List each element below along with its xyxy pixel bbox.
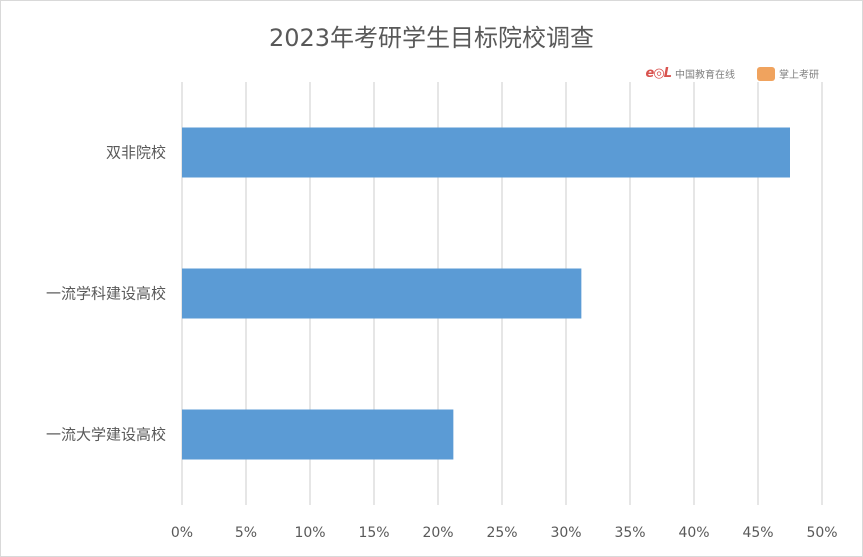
x-tick-label: 0% [171,525,193,541]
chart-title: 2023年考研学生目标院校调查 [268,24,595,52]
x-tick-label: 5% [235,525,257,541]
x-tick-label: 35% [614,525,645,541]
category-label: 一流大学建设高校 [46,426,166,444]
category-label: 一流学科建设高校 [46,285,166,303]
category-label: 双非院校 [106,144,166,162]
x-tick-label: 40% [678,525,709,541]
x-tick-label: 25% [486,525,517,541]
bar [182,409,454,460]
x-tick-label: 45% [742,525,773,541]
x-tick-label: 30% [550,525,581,541]
eol-logo-text: 中国教育在线 [675,70,735,81]
bar [182,268,582,319]
x-tick-label: 50% [806,525,837,541]
x-tick-label: 20% [422,525,453,541]
eol-logo-icon: e◎L [645,66,672,81]
x-tick-label: 15% [358,525,389,541]
bar [182,127,790,178]
x-tick-label: 10% [294,525,325,541]
zhangshang-logo: 掌上考研 [757,66,819,81]
eol-logo: e◎L 中国教育在线 [646,66,735,81]
watermark-logos: e◎L 中国教育在线 掌上考研 [646,66,819,81]
zhangshang-logo-icon [757,66,775,81]
zhangshang-logo-text: 掌上考研 [779,70,819,81]
